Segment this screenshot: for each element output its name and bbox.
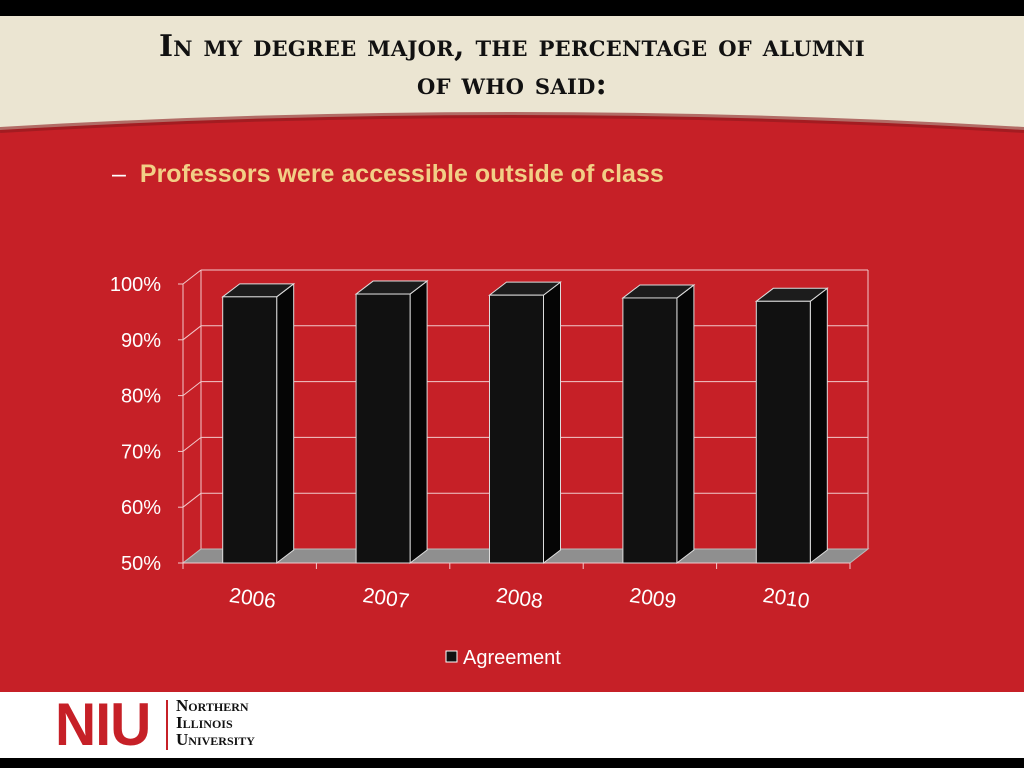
bullet-text: Professors were accessible outside of cl… [139, 160, 664, 188]
bottom-bar [0, 758, 1024, 768]
university-name-line-3: University [176, 730, 255, 749]
slide-title: In my degree major, the percentage of al… [40, 28, 984, 104]
gridline-side [182, 269, 202, 285]
bullet-point: – Professors were accessible outside of c… [112, 160, 664, 189]
bar-2007 [354, 280, 429, 565]
y-tick-label: 100% [110, 274, 161, 296]
bar-front [222, 296, 278, 564]
gridline-side [182, 437, 202, 452]
y-tick-label: 80% [121, 386, 161, 408]
university-name: Northern Illinois University [176, 697, 255, 748]
x-tick-label: 2010 [761, 584, 810, 613]
title-line-1: In my degree major, the percentage of al… [158, 29, 866, 64]
bar-2006 [221, 282, 296, 565]
legend-swatch [445, 650, 458, 663]
x-tick-label: 2007 [361, 584, 410, 613]
bar-side [409, 280, 428, 565]
bar-front [622, 297, 678, 564]
bar-side [809, 287, 828, 565]
legend-label: Agreement [463, 647, 561, 669]
gridline-side [182, 325, 202, 341]
bar-side [543, 281, 561, 565]
university-name-line-1: Northern [176, 696, 249, 715]
y-tick-label: 90% [121, 330, 161, 352]
x-tick-label: 2006 [228, 584, 277, 613]
x-tick-label: 2009 [628, 584, 677, 613]
bar-2010 [754, 287, 829, 565]
bar-front [355, 293, 411, 564]
bar-side [676, 283, 695, 565]
bar-2008 [488, 281, 562, 565]
y-tick-label: 60% [121, 497, 161, 519]
bar-front [489, 294, 544, 564]
bullet-dash: – [112, 160, 126, 188]
title-line-2: of who said: [417, 67, 607, 102]
bar-2009 [621, 283, 696, 565]
footer [0, 692, 1024, 758]
gridline-side [182, 492, 202, 508]
bar-front [755, 300, 811, 564]
logo-divider [166, 700, 168, 750]
bar-side [276, 282, 295, 565]
y-tick-label: 70% [121, 441, 161, 463]
university-name-line-2: Illinois [176, 713, 233, 732]
gridline-side [182, 381, 202, 396]
niu-logo-mark: NIU [55, 691, 151, 758]
y-tick-label: 50% [121, 553, 161, 575]
x-tick-label: 2008 [495, 584, 544, 613]
